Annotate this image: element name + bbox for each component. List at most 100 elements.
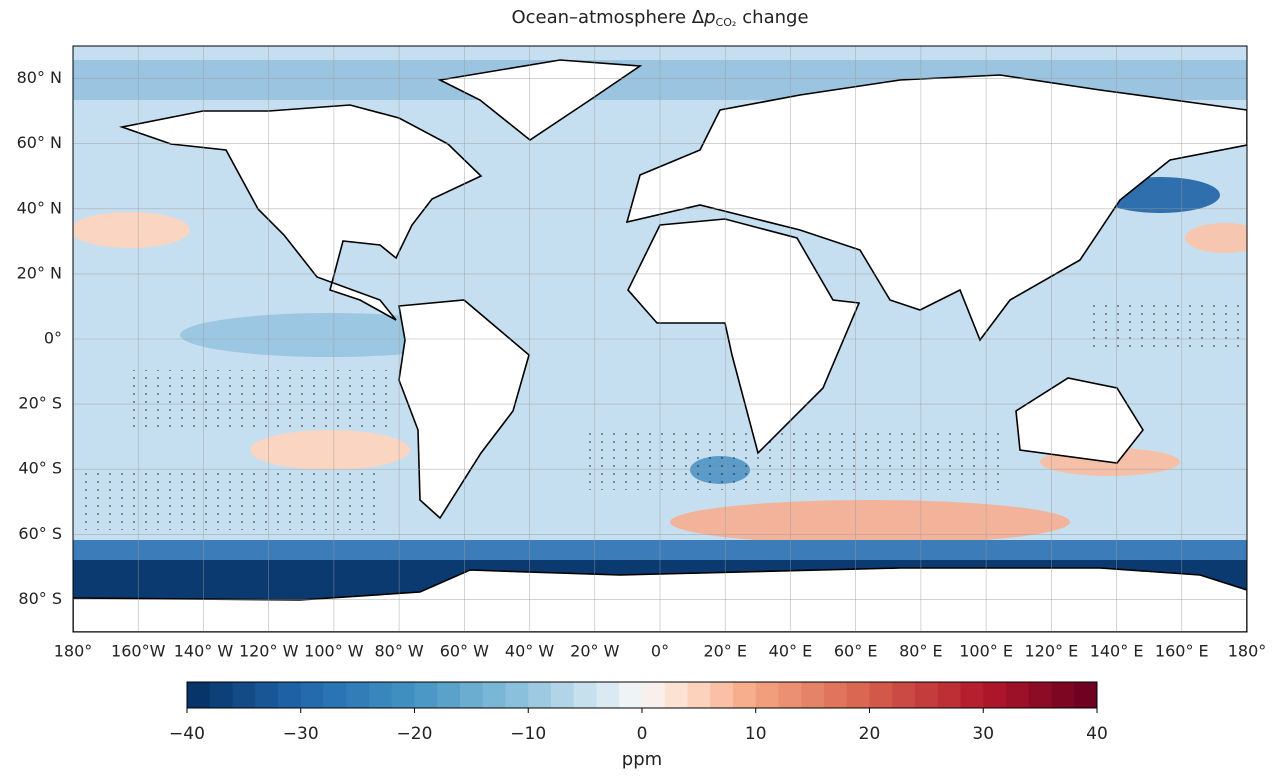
- lon-tick-label: 60° E: [834, 642, 878, 661]
- lat-tick-label: 80° S: [18, 589, 62, 608]
- lon-tick-label: 100° E: [959, 642, 1013, 661]
- colorbar-tick-label: 20: [859, 724, 881, 744]
- lon-tick-label: 40° E: [769, 642, 813, 661]
- stipple: [130, 370, 390, 430]
- colorbar-step: [1028, 682, 1052, 708]
- stipple: [80, 470, 380, 530]
- colorbar-step: [232, 682, 256, 708]
- lon-tick-label: 160° E: [1155, 642, 1209, 661]
- lon-tick-label: 120° E: [1024, 642, 1078, 661]
- colorbar-step: [642, 682, 666, 708]
- colorbar-step: [755, 682, 779, 708]
- colorbar-tick-label: −30: [283, 724, 319, 744]
- lat-tick-label: 60° S: [18, 524, 62, 543]
- colorbar-step: [391, 682, 415, 708]
- colorbar: −40 −30 −20 −10 0 10 20 30 40: [169, 681, 1108, 744]
- colorbar-step: [733, 682, 757, 708]
- colorbar-step: [846, 682, 870, 708]
- greenland: [437, 59, 643, 141]
- lon-tick-label: 180°: [54, 642, 93, 661]
- colorbar-step: [687, 682, 711, 708]
- title-suffix: change: [742, 7, 808, 28]
- colorbar-step: [528, 682, 552, 708]
- title-subscript: CO₂: [716, 16, 737, 29]
- north-america: [118, 104, 483, 321]
- colorbar-step: [255, 682, 279, 708]
- colorbar-tick-label: −40: [169, 724, 205, 744]
- lon-tick-label: 80° W: [374, 642, 423, 661]
- colorbar-label: ppm: [622, 749, 662, 770]
- colorbar-step: [824, 682, 848, 708]
- colorbar-step: [300, 682, 324, 708]
- africa: [627, 218, 861, 455]
- lat-tick-label: 60° N: [17, 133, 62, 152]
- lon-tick-label: 180°: [1228, 642, 1267, 661]
- lon-tick-label: 120° W: [239, 642, 299, 661]
- lon-tick-label: 140° W: [174, 642, 234, 661]
- map: [73, 46, 1247, 632]
- colorbar-step: [869, 682, 893, 708]
- title: Ocean–atmosphere ΔpCO₂ change: [511, 7, 808, 29]
- title-text: Ocean–atmosphere Δ: [511, 7, 704, 28]
- lat-tick-label: 80° N: [17, 68, 62, 87]
- colorbar-step: [551, 682, 575, 708]
- colorbar-step: [937, 682, 961, 708]
- lon-tick-label: 160°W: [111, 642, 166, 661]
- field-patch: [250, 430, 410, 470]
- colorbar-tick-label: 10: [745, 724, 767, 744]
- lat-tick-label: 20° S: [18, 394, 62, 413]
- stipple: [1090, 300, 1240, 350]
- title-symbol: p: [703, 7, 715, 28]
- colorbar-step: [369, 682, 393, 708]
- map-frame: [72, 45, 1248, 633]
- lat-tick-label: 40° S: [18, 459, 62, 478]
- field-patch: [670, 500, 1070, 544]
- colorbar-step: [596, 682, 620, 708]
- colorbar-tick-label: −10: [510, 724, 546, 744]
- colorbar-step: [983, 682, 1007, 708]
- colorbar-step: [573, 682, 597, 708]
- colorbar-step: [323, 682, 347, 708]
- eurasia: [625, 74, 1247, 342]
- lat-tick-label: 0°: [44, 329, 62, 348]
- colorbar-step: [915, 682, 939, 708]
- colorbar-step: [892, 682, 916, 708]
- lat-tick-label: 20° N: [17, 263, 62, 282]
- lon-tick-label: 100° W: [304, 642, 364, 661]
- lon-tick-label: 40° W: [505, 642, 554, 661]
- lon-tick-label: 140° E: [1090, 642, 1144, 661]
- colorbar-step: [209, 682, 233, 708]
- graticule: [73, 46, 1247, 632]
- lon-tick-label: 80° E: [899, 642, 943, 661]
- colorbar-step: [801, 682, 825, 708]
- colorbar-step: [710, 682, 734, 708]
- colorbar-tick-label: 0: [637, 724, 648, 744]
- colorbar-step: [505, 682, 529, 708]
- colorbar-tick-label: 40: [1086, 724, 1108, 744]
- lon-tick-label: 0°: [651, 642, 669, 661]
- colorbar-tick-label: 30: [972, 724, 994, 744]
- colorbar-step: [437, 682, 461, 708]
- colorbar-tick-label: −20: [397, 724, 433, 744]
- colorbar-step: [482, 682, 506, 708]
- colorbar-step: [1006, 682, 1030, 708]
- colorbar-step: [778, 682, 802, 708]
- colorbar-step: [1074, 682, 1098, 708]
- colorbar-step: [414, 682, 438, 708]
- stipple: [580, 430, 1000, 490]
- colorbar-step: [664, 682, 688, 708]
- colorbar-step: [1051, 682, 1075, 708]
- colorbar-step: [960, 682, 984, 708]
- colorbar-step: [619, 682, 643, 708]
- colorbar-step: [278, 682, 302, 708]
- field-patch: [73, 212, 190, 248]
- colorbar-step: [460, 682, 484, 708]
- australia: [1015, 377, 1144, 464]
- lat-tick-label: 40° N: [17, 198, 62, 217]
- colorbar-step: [187, 682, 211, 708]
- lon-tick-label: 60° W: [440, 642, 489, 661]
- colorbar-step: [346, 682, 370, 708]
- lon-tick-label: 20° W: [570, 642, 619, 661]
- field-patch: [1185, 223, 1247, 253]
